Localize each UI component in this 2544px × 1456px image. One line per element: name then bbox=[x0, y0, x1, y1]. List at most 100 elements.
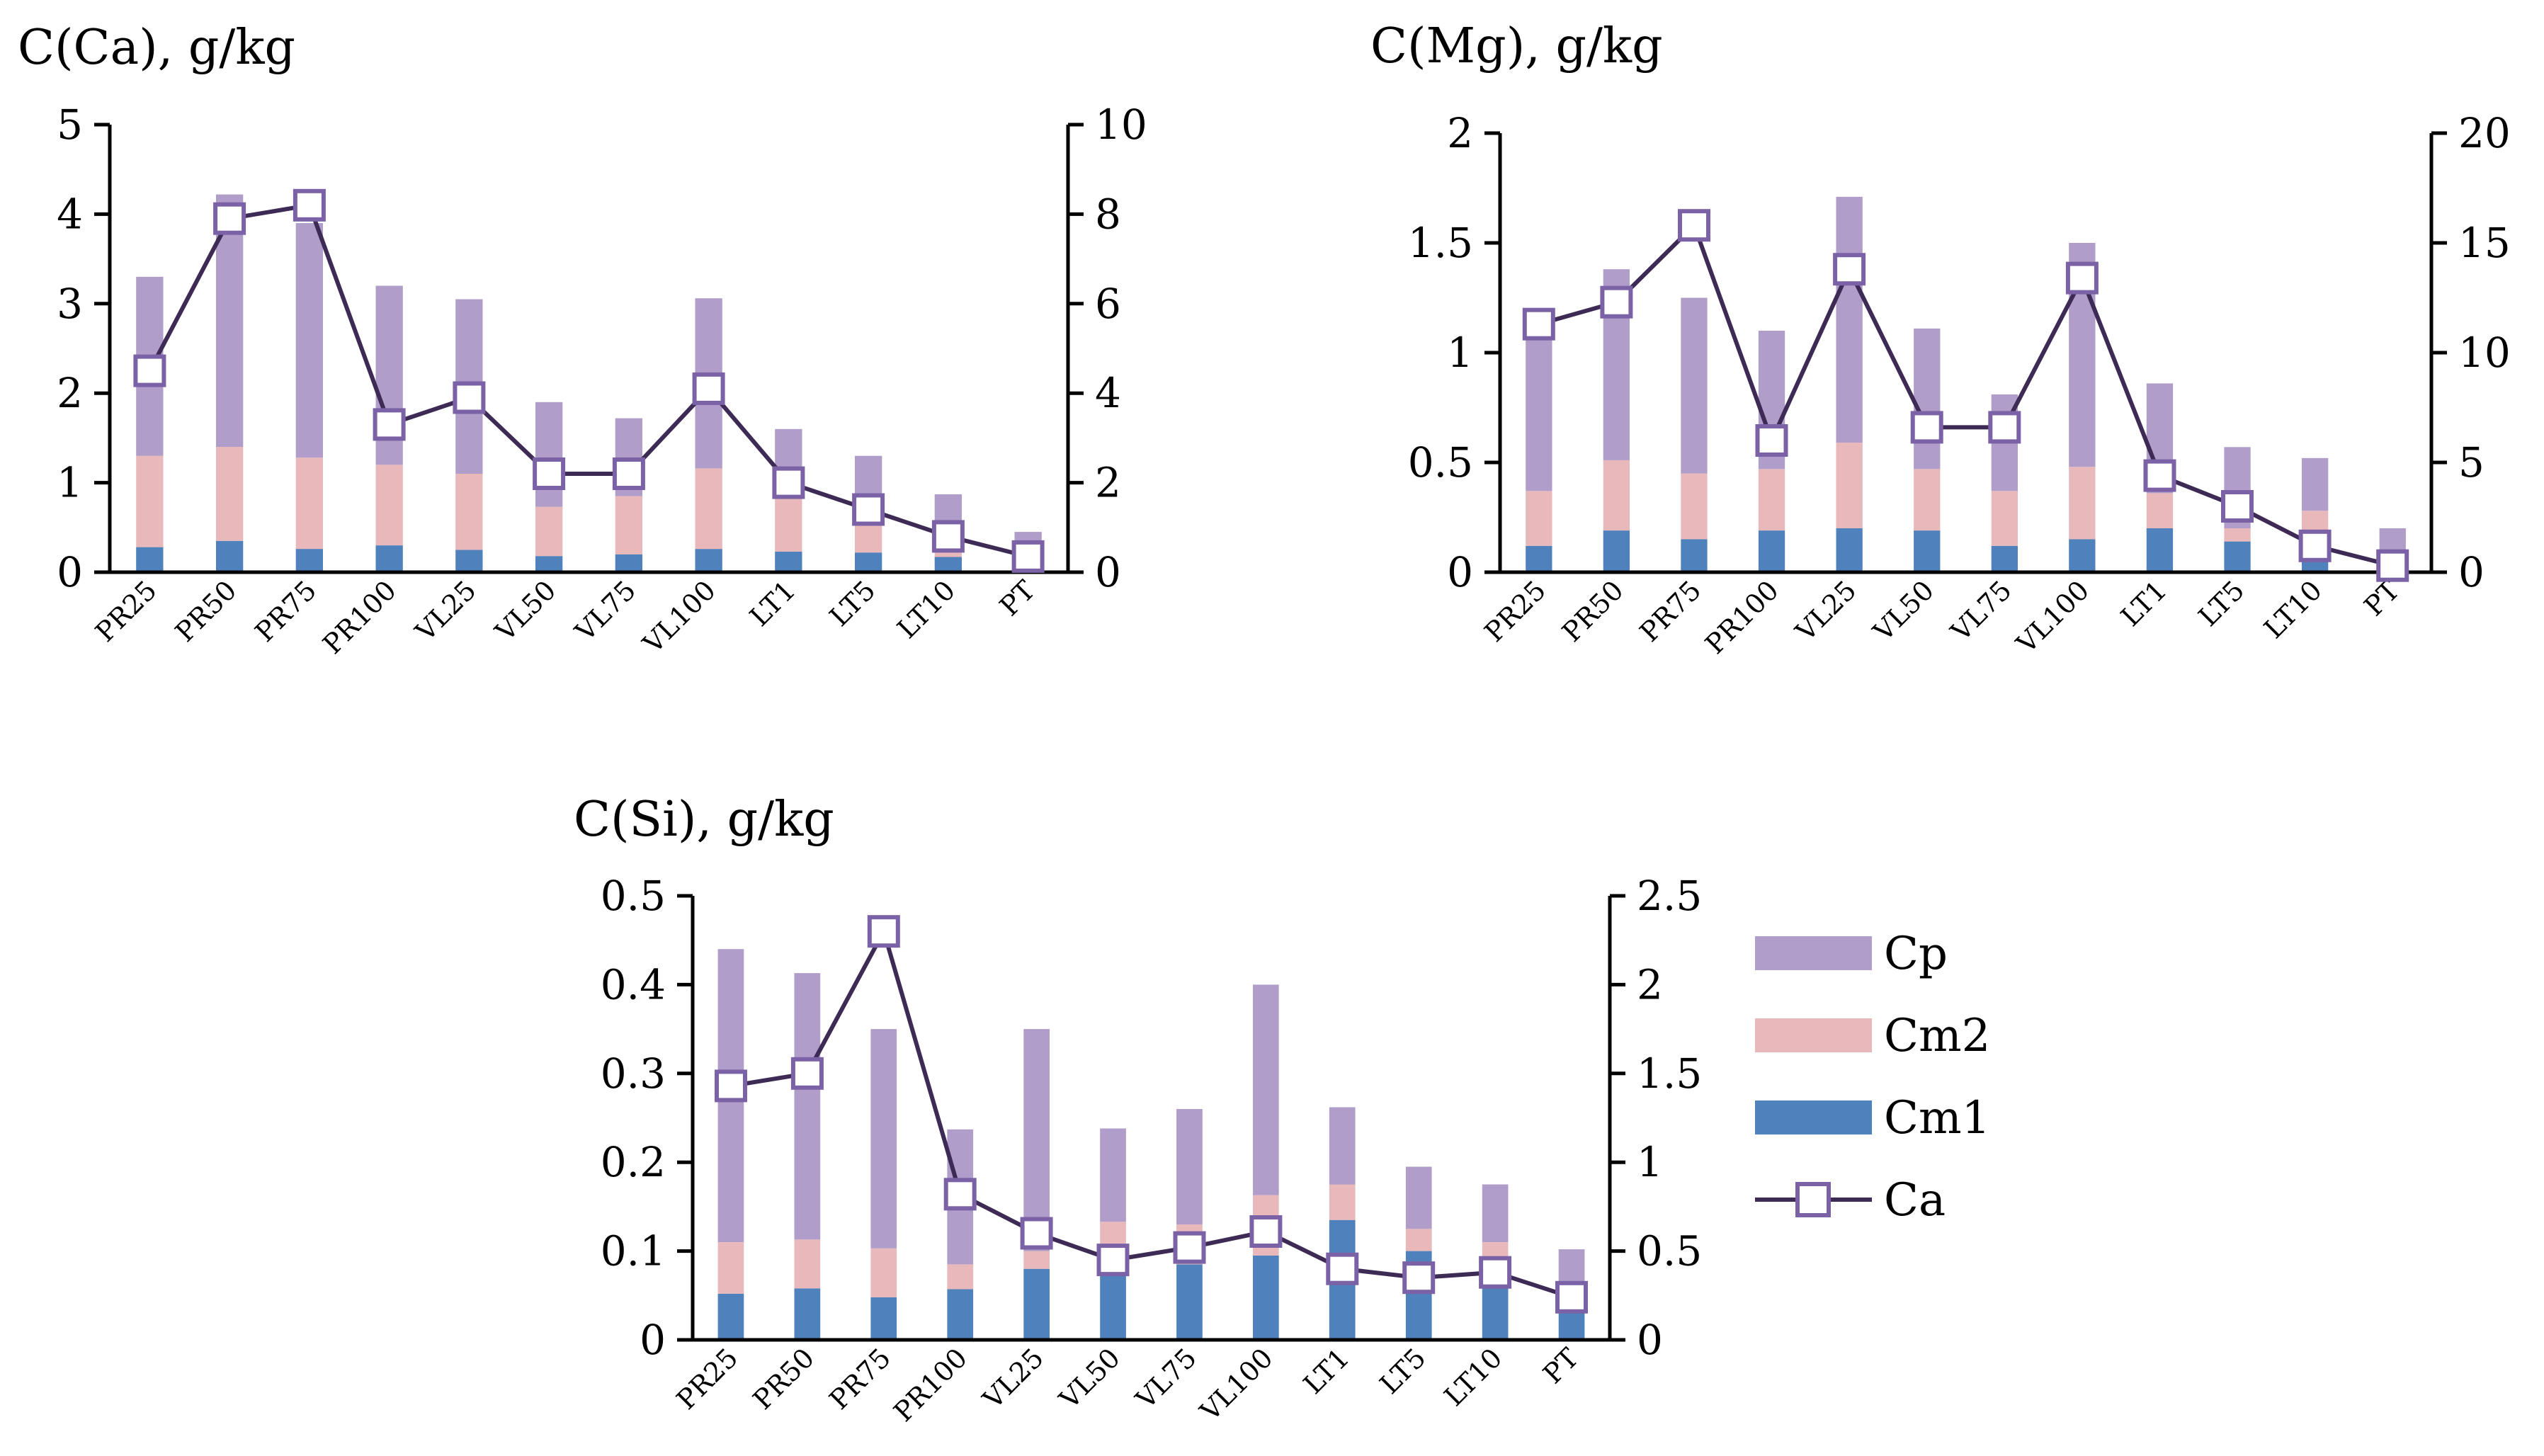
marker-ca-pr50 bbox=[1600, 285, 1633, 319]
bar-cp-vl50 bbox=[535, 402, 563, 507]
x-tick-label: LT10 bbox=[891, 574, 961, 644]
bar-cm2-vl50 bbox=[1914, 469, 1941, 531]
marker-ca-vl25 bbox=[1833, 253, 1866, 286]
marker-ca-vl50 bbox=[533, 457, 566, 490]
legend-swatch-cm1 bbox=[1755, 1100, 1872, 1134]
y-tick-label-right: 0 bbox=[2458, 548, 2485, 596]
y-tick-label-left: 0.2 bbox=[601, 1138, 666, 1186]
x-tick-label: LT10 bbox=[1438, 1342, 1509, 1412]
marker-ca-pr50 bbox=[790, 1057, 824, 1090]
y-tick-label-right: 10 bbox=[1095, 101, 1147, 149]
bar-cm2-pr75 bbox=[870, 1248, 897, 1297]
x-tick-label: LT1 bbox=[744, 574, 802, 632]
bar-cm1-lt5 bbox=[2224, 541, 2251, 572]
bar-cp-vl25 bbox=[1836, 196, 1863, 443]
y-tick-label-left: 2 bbox=[57, 369, 83, 417]
marker-ca-vl75 bbox=[612, 457, 645, 490]
bar-cm1-vl25 bbox=[1836, 528, 1863, 572]
y-tick-label-right: 0 bbox=[1637, 1316, 1663, 1364]
marker-ca-lt5 bbox=[852, 493, 885, 526]
x-tick-label: VL50 bbox=[1867, 574, 1940, 647]
y-tick-label-left: 1 bbox=[1447, 329, 1473, 377]
x-tick-label: VL75 bbox=[569, 574, 642, 647]
bar-cm2-pr75 bbox=[1681, 473, 1708, 540]
bar-cm2-pr50 bbox=[216, 447, 244, 541]
x-tick-label: PR100 bbox=[317, 574, 402, 660]
marker-ca-lt1 bbox=[1326, 1252, 1359, 1285]
bar-cp-lt5 bbox=[1405, 1166, 1432, 1229]
marker-ca-pr100 bbox=[1755, 424, 1788, 457]
legend-label-cp: Cp bbox=[1884, 928, 1948, 980]
bar-cm1-pr50 bbox=[794, 1288, 821, 1340]
marker-ca-lt10 bbox=[931, 520, 965, 553]
chart-title: C(Mg), g/kg bbox=[1370, 18, 1663, 74]
x-tick-label: VL50 bbox=[489, 574, 562, 647]
bar-cm1-vl100 bbox=[695, 549, 722, 572]
series-line-ca bbox=[730, 926, 1572, 1299]
series-line-ca bbox=[147, 203, 1029, 559]
y-tick-label-right: 2 bbox=[1637, 960, 1663, 1008]
marker-ca-lt10 bbox=[2298, 529, 2332, 562]
x-tick-label: LT5 bbox=[2193, 574, 2251, 632]
y-tick-label-right: 0.5 bbox=[1637, 1227, 1702, 1275]
legend-swatch-cm2 bbox=[1755, 1018, 1872, 1052]
bar-cp-lt10 bbox=[2302, 457, 2329, 511]
x-tick-label: VL75 bbox=[1130, 1342, 1203, 1415]
bar-cp-lt1 bbox=[1329, 1107, 1356, 1185]
bar-cp-lt10 bbox=[1482, 1184, 1509, 1242]
bar-cp-vl25 bbox=[1023, 1029, 1050, 1251]
bar-cp-pr75 bbox=[1681, 297, 1708, 474]
bar-cp-pr50 bbox=[794, 973, 821, 1240]
bar-cm1-vl75 bbox=[615, 554, 642, 572]
x-tick-label: VL50 bbox=[1053, 1342, 1126, 1415]
bar-cm1-pr100 bbox=[1758, 530, 1785, 572]
bar-cm2-vl25 bbox=[455, 474, 483, 550]
bar-cm2-vl50 bbox=[535, 506, 563, 557]
x-tick-label: PT bbox=[1537, 1342, 1584, 1389]
bar-cm1-pr25 bbox=[717, 1293, 744, 1340]
bar-cm1-lt10 bbox=[2302, 561, 2329, 572]
bar-cm1-vl50 bbox=[535, 556, 563, 572]
marker-ca-pr100 bbox=[943, 1178, 977, 1211]
marker-ca-vl50 bbox=[1096, 1244, 1130, 1277]
legend-label-ca: Ca bbox=[1884, 1174, 1946, 1227]
bar-cm2-lt5 bbox=[855, 521, 882, 553]
bar-cm1-vl25 bbox=[1023, 1268, 1050, 1340]
bar-cm1-vl75 bbox=[1176, 1264, 1203, 1340]
bar-cm2-vl100 bbox=[695, 468, 722, 550]
bar-cp-vl50 bbox=[1100, 1128, 1126, 1222]
y-tick-label-right: 1.5 bbox=[1637, 1050, 1702, 1098]
marker-ca-lt5 bbox=[1402, 1261, 1436, 1295]
bar-cm1-pr25 bbox=[1526, 545, 1552, 572]
bar-cm2-vl75 bbox=[1991, 491, 2018, 546]
bar-cm1-vl75 bbox=[1991, 545, 2018, 572]
bar-cm2-lt5 bbox=[2224, 528, 2251, 542]
marker-ca-vl100 bbox=[1249, 1215, 1283, 1248]
marker-ca-pr25 bbox=[133, 354, 166, 387]
legend-marker-ca bbox=[1795, 1182, 1831, 1217]
marker-ca-pr75 bbox=[867, 915, 900, 948]
bar-cm1-pr100 bbox=[947, 1289, 974, 1340]
y-tick-label-left: 0.5 bbox=[1408, 438, 1473, 487]
y-tick-label-right: 4 bbox=[1095, 369, 1121, 417]
chart-title: C(Ca), g/kg bbox=[18, 20, 295, 76]
bar-cm1-pr50 bbox=[1603, 530, 1630, 572]
bar-cm1-pr100 bbox=[375, 545, 403, 572]
marker-ca-vl50 bbox=[1910, 411, 1943, 444]
bar-cm1-vl50 bbox=[1914, 530, 1941, 572]
marker-ca-lt10 bbox=[1479, 1256, 1512, 1289]
marker-ca-lt1 bbox=[2143, 459, 2176, 492]
y-tick-label-left: 0.1 bbox=[601, 1227, 666, 1275]
marker-ca-pt bbox=[1011, 540, 1045, 573]
bar-cm1-pr25 bbox=[136, 547, 164, 572]
chart-calcium: C(Ca), g/kg 0 1 2 3 4 5 0 2 4 6 8 10 PR25 PR50 PR75PR1… bbox=[18, 20, 1147, 660]
y-tick-label-right: 8 bbox=[1095, 190, 1121, 238]
x-tick-label: LT5 bbox=[824, 574, 882, 632]
y-tick-label-left: 0.3 bbox=[601, 1050, 666, 1098]
y-tick-label-left: 0 bbox=[640, 1316, 666, 1364]
marker-ca-pr75 bbox=[1678, 209, 1710, 242]
bar-cm2-pr100 bbox=[375, 465, 403, 546]
x-tick-label: PR25 bbox=[89, 574, 163, 648]
